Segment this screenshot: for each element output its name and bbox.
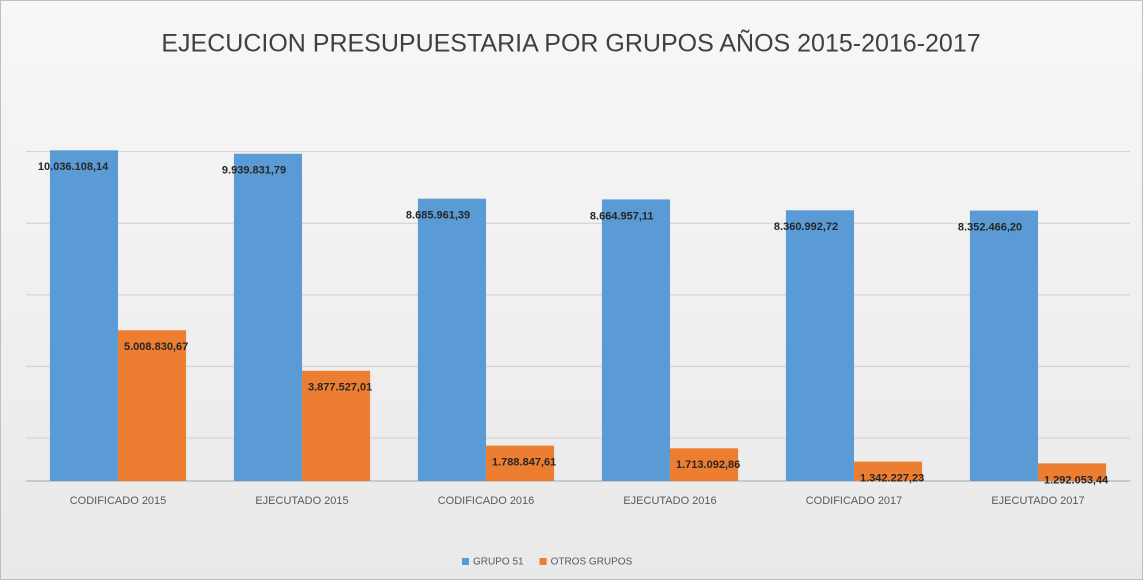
bar <box>486 445 555 481</box>
bar <box>118 330 187 481</box>
legend-label: OTROS GRUPOS <box>551 557 633 568</box>
x-tick-label: CODIFICADO 2016 <box>438 495 535 507</box>
bar <box>233 153 302 481</box>
data-label: 8.360.992,72 <box>774 221 838 233</box>
data-label: 3.877.527,01 <box>308 382 372 394</box>
data-label: 8.664.957,11 <box>590 210 654 222</box>
data-label: 8.685.961,39 <box>406 210 470 222</box>
bar <box>670 448 739 481</box>
x-tick-label: EJECUTADO 2017 <box>991 495 1084 507</box>
data-label: 1.342.227,23 <box>860 472 924 484</box>
data-label: 10.036.108,14 <box>38 161 109 173</box>
x-tick-label: CODIFICADO 2015 <box>70 495 167 507</box>
legend-swatch <box>462 558 469 565</box>
data-label: 9.939.831,79 <box>222 165 286 177</box>
data-label: 1.713.092,86 <box>676 459 740 471</box>
bar <box>785 210 854 481</box>
bar <box>49 150 118 482</box>
data-label: 8.352.466,20 <box>958 222 1022 234</box>
chart-title: EJECUCION PRESUPUESTARIA POR GRUPOS AÑOS… <box>161 29 980 58</box>
bar <box>1038 463 1107 481</box>
data-label: 5.008.830,67 <box>124 341 188 353</box>
bar <box>302 370 371 481</box>
bar <box>601 199 670 482</box>
data-label: 1.292.053,44 <box>1044 474 1109 486</box>
legend-swatch <box>539 558 547 565</box>
x-tick-label: EJECUTADO 2016 <box>623 495 716 507</box>
bar <box>417 198 486 481</box>
x-tick-label: EJECUTADO 2015 <box>255 495 348 507</box>
legend-label: GRUPO 51 <box>473 557 524 568</box>
x-tick-label: CODIFICADO 2017 <box>806 495 903 507</box>
bar <box>969 210 1038 482</box>
bar <box>854 461 923 481</box>
data-label: 1.788.847,61 <box>492 457 556 469</box>
